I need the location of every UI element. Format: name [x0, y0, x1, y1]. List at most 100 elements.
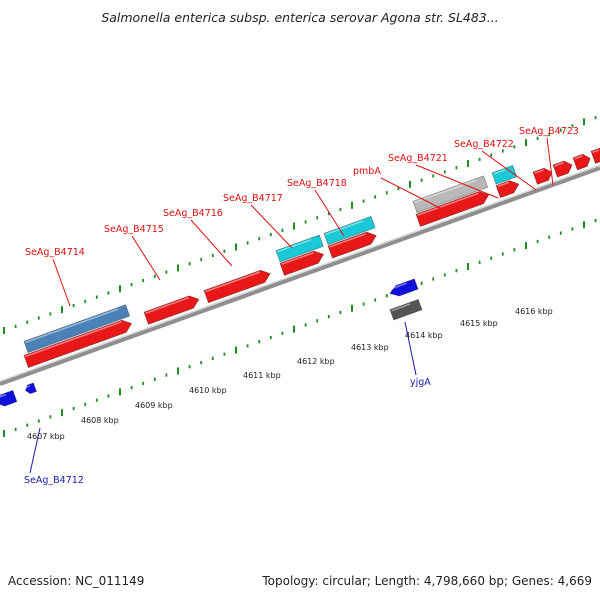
- gene-label: pmbA: [353, 166, 381, 177]
- gene-label-leader-line: [52, 258, 71, 307]
- coordinate-label: 4609 kbp: [135, 401, 173, 410]
- coordinate-label: 4616 kbp: [515, 307, 553, 316]
- gene-label: SeAg_B4718: [287, 178, 347, 189]
- gene-label-group: SeAg_B4714: [25, 247, 85, 307]
- reverse-gene-arrow: [389, 278, 419, 297]
- gene-label-group: SeAg_B4717: [223, 193, 293, 249]
- reverse-gene-arrow-shine: [25, 385, 30, 389]
- cds-block-blue-body: [23, 304, 131, 354]
- gene-arrow-body: [415, 191, 490, 227]
- gene-label-leader-line: [415, 164, 499, 199]
- gene-arrow-body: [23, 319, 133, 369]
- gene-label-leader-line: [546, 137, 554, 186]
- gene-arrow-shine: [329, 233, 367, 248]
- gene-label-leader-line: [314, 189, 345, 237]
- accession-label: Accession: NC_011149: [8, 574, 144, 588]
- backbone-line: [0, 166, 600, 386]
- coordinate-label: 4611 kbp: [243, 371, 281, 380]
- backbone-highlight: [0, 164, 600, 382]
- organism-title: Salmonella enterica subsp. enterica sero…: [101, 10, 498, 25]
- gene-arrow-shine: [574, 155, 583, 160]
- coordinate-label: 4612 kbp: [297, 357, 335, 366]
- reverse-cds-block: [389, 298, 423, 321]
- cds-block-cyan-body: [275, 234, 324, 263]
- coordinate-label: 4615 kbp: [460, 319, 498, 328]
- gene-arrow: [415, 191, 490, 227]
- gene-label: SeAg_B4715: [104, 224, 164, 235]
- gene-arrow-shine: [145, 296, 189, 314]
- gene-label-group: SeAg_B4716: [163, 208, 233, 267]
- gene-arrow-shine: [281, 252, 314, 265]
- gene-arrow: [590, 147, 600, 164]
- cds-block-blue-shine: [25, 308, 118, 344]
- gene-arrow: [495, 180, 520, 199]
- gene-arrow-shine: [205, 271, 261, 293]
- gene-label: SeAg_B4716: [163, 208, 223, 219]
- gene-label: SeAg_B4717: [223, 193, 283, 204]
- gene-label-group: yjgA: [404, 321, 431, 388]
- cds-block-cyan: [275, 234, 324, 263]
- coordinate-label: 4613 kbp: [351, 343, 389, 352]
- gene-label-leader-line: [131, 235, 161, 281]
- gene-arrow: [203, 269, 271, 304]
- cds-block-blue: [23, 304, 131, 354]
- cds-block-gray-shine: [414, 179, 476, 204]
- gene-label: SeAg_B4722: [454, 139, 514, 150]
- gene-arrow-shine: [534, 169, 544, 174]
- reverse-gene-arrow: [25, 382, 37, 395]
- gene-label-leader-line: [190, 219, 233, 267]
- gene-label-group: pmbA: [353, 166, 445, 211]
- cds-block-cyan-body: [323, 215, 376, 246]
- gene-arrow: [279, 250, 325, 276]
- gene-label-group: SeAg_B4722: [454, 139, 537, 191]
- reverse-gene-arrow-shine: [389, 282, 407, 291]
- cds-block-cyan-shine: [325, 220, 364, 236]
- coordinate-label: 4607 kbp: [27, 432, 65, 441]
- reverse-gene-arrow-body: [389, 278, 419, 297]
- cds-block-cyan-body: [491, 164, 518, 185]
- gene-label: SeAg_B4712: [24, 475, 84, 486]
- gene-arrow-shine: [417, 192, 479, 217]
- cds-block-cyan-shine: [277, 238, 312, 253]
- gene-arrow-body: [279, 250, 325, 276]
- gene-label-group: SeAg_B4723: [519, 126, 579, 186]
- gene-arrow: [23, 319, 133, 369]
- gene-label-leader-line: [250, 204, 293, 249]
- reverse-cds-block-body: [389, 298, 423, 321]
- gene-arrow: [143, 295, 200, 325]
- gene-arrow-body: [495, 180, 520, 199]
- gene-label-leader-line: [29, 427, 41, 474]
- gene-arrow: [552, 160, 573, 178]
- gene-arrow-body: [203, 269, 271, 304]
- gene-label-group: SeAg_B4721: [388, 153, 499, 199]
- cds-block-cyan: [491, 164, 518, 185]
- coordinate-label: 4610 kbp: [189, 386, 227, 395]
- gene-arrow-body: [532, 167, 553, 185]
- gene-arrow-body: [143, 295, 200, 325]
- outer-tick-track: [3, 115, 597, 335]
- gene-label-group: SeAg_B4712: [24, 427, 84, 486]
- gene-arrow-shine: [25, 321, 122, 358]
- coordinate-label: 4614 kbp: [405, 331, 443, 340]
- gene-arrow: [532, 167, 553, 185]
- reverse-cds-block-shine: [391, 303, 411, 312]
- cds-block-cyan: [323, 215, 376, 246]
- gene-label: SeAg_B4714: [25, 247, 85, 258]
- cds-block-cyan-shine: [493, 169, 506, 175]
- gene-label-leader-line: [481, 150, 537, 191]
- gene-arrow-body: [327, 231, 377, 259]
- gene-arrow-shine: [592, 149, 600, 154]
- gene-arrow-body: [552, 160, 573, 178]
- gene-label-group: SeAg_B4715: [104, 224, 164, 281]
- genome-summary-label: Topology: circular; Length: 4,798,660 bp…: [261, 574, 592, 588]
- gene-label: SeAg_B4723: [519, 126, 579, 137]
- gene-arrow: [572, 153, 591, 171]
- gene-label-leader-line: [380, 177, 445, 211]
- reverse-gene-arrow-shine: [0, 393, 7, 399]
- gene-label: yjgA: [410, 377, 431, 388]
- gene-label-group: SeAg_B4718: [287, 178, 347, 237]
- reverse-gene-arrow-body: [0, 389, 18, 407]
- gene-label: SeAg_B4721: [388, 153, 448, 164]
